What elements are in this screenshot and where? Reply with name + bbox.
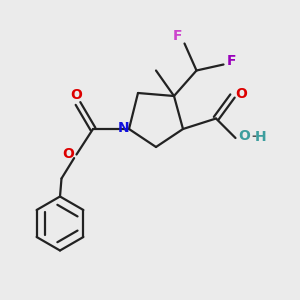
Text: O: O [235, 87, 247, 100]
Text: N: N [118, 122, 129, 135]
Text: -: - [251, 130, 257, 143]
Text: O: O [238, 129, 250, 142]
Text: O: O [62, 148, 74, 161]
Text: F: F [173, 29, 183, 43]
Text: O: O [70, 88, 83, 102]
Text: H: H [255, 130, 267, 144]
Text: F: F [227, 54, 237, 68]
